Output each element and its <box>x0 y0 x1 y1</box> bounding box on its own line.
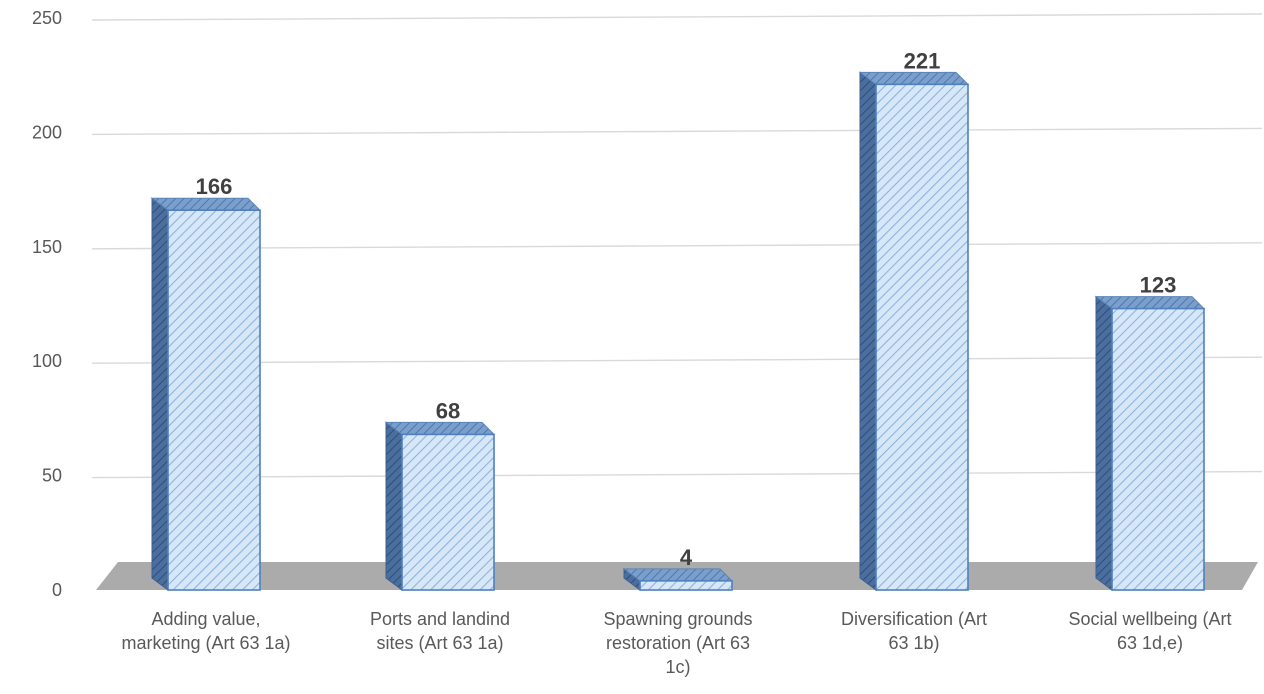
y-tick-label: 200 <box>32 122 62 142</box>
bar-side <box>859 71 877 591</box>
gridlines <box>91 13 1263 479</box>
bar-front <box>401 433 495 591</box>
bars <box>150 71 1206 591</box>
category-label: Spawning grounds restoration (Art 63 1c) <box>603 609 752 677</box>
gridline <box>91 13 1263 21</box>
category-label: Diversification (Art 63 1b) <box>841 609 987 653</box>
data-label: 221 <box>904 48 941 73</box>
bar-front <box>875 83 969 591</box>
gridline <box>91 470 1263 479</box>
y-tick-label: 100 <box>32 351 62 371</box>
bar-top <box>1094 296 1206 310</box>
bar <box>858 71 970 591</box>
bar-front <box>1111 307 1205 591</box>
y-tick-label: 0 <box>52 580 62 600</box>
category-label: Social wellbeing (Art 63 1d,e) <box>1068 609 1231 653</box>
bar-top <box>150 197 262 211</box>
y-axis-ticks: 0 50 100 150 200 250 <box>32 8 62 600</box>
bar-front <box>639 580 733 591</box>
bar-top <box>622 568 734 582</box>
y-tick-label: 250 <box>32 8 62 28</box>
data-label: 166 <box>196 174 233 199</box>
data-label: 123 <box>1140 273 1177 298</box>
bar-front <box>167 209 261 591</box>
bar-top <box>384 421 496 435</box>
bar-side <box>385 421 403 591</box>
data-labels: 166 68 4 221 123 <box>196 48 1177 569</box>
bar <box>150 197 262 591</box>
data-label: 4 <box>680 545 693 570</box>
bar-side <box>1095 295 1113 591</box>
bar <box>1094 295 1206 591</box>
category-label: Adding value, marketing (Art 63 1a) <box>121 609 290 653</box>
bar <box>384 421 496 591</box>
bar-top <box>858 71 970 85</box>
bar-side <box>151 197 169 591</box>
data-label: 68 <box>436 398 460 423</box>
y-tick-label: 150 <box>32 237 62 257</box>
x-axis-categories: Adding value, marketing (Art 63 1a) Ports … <box>121 609 1231 677</box>
gridline <box>91 242 1263 250</box>
gridline <box>91 356 1263 364</box>
category-label: Ports and landind sites (Art 63 1a) <box>370 609 510 653</box>
y-tick-label: 50 <box>42 466 62 486</box>
gridline <box>91 127 1263 136</box>
bar <box>622 567 734 591</box>
